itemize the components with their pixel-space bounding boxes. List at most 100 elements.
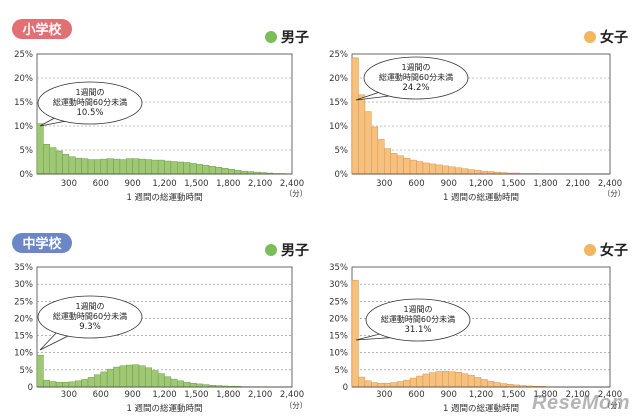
bar: [177, 161, 184, 175]
bar: [87, 377, 95, 388]
bar: [132, 158, 140, 175]
bar: [157, 159, 165, 175]
bar: [442, 165, 449, 175]
bar: [94, 374, 101, 388]
legend-label: 女子: [600, 29, 628, 46]
bar: [221, 167, 229, 175]
x-tick-label: 2,100: [566, 390, 590, 400]
callout-line-2: 総運動時間60分未満: [53, 97, 127, 107]
bar: [364, 111, 372, 175]
x-axis-title: 1 週間の総運動時間: [126, 192, 202, 203]
x-tick-label: 1,200: [469, 179, 493, 189]
bar: [234, 169, 242, 175]
bar: [416, 161, 424, 175]
bar: [113, 366, 121, 388]
bar: [390, 382, 398, 388]
bar: [202, 165, 210, 175]
bar: [43, 143, 50, 175]
bar: [68, 156, 76, 175]
bar: [132, 364, 140, 388]
bar: [215, 167, 223, 175]
y-tick-label: 5%: [335, 146, 349, 156]
bar: [119, 159, 127, 175]
bar: [384, 148, 391, 175]
bar: [396, 155, 404, 175]
bar: [138, 158, 146, 175]
bar: [87, 159, 95, 175]
section-badge-bg: [12, 233, 72, 253]
bar: [384, 382, 391, 388]
bar: [371, 126, 379, 175]
bar: [55, 381, 63, 388]
x-tick-label: 1,200: [152, 390, 176, 400]
bar: [164, 160, 172, 175]
bar: [36, 123, 44, 175]
y-tick-label: 0%: [335, 170, 349, 180]
bar: [377, 139, 385, 175]
bar: [36, 354, 44, 388]
x-tick-label: 600: [408, 390, 424, 400]
callout-line-2: 総運動時間60分未満: [381, 314, 455, 324]
callout-value: 10.5%: [76, 108, 103, 118]
bar: [43, 379, 50, 388]
bar: [55, 150, 63, 175]
bar: [461, 168, 469, 175]
bar: [170, 378, 178, 388]
callout-line-1: 1週間の: [403, 305, 432, 314]
x-tick-label: 1,800: [533, 390, 557, 400]
x-tick-label: 300: [376, 390, 392, 400]
legend-label: 男子: [281, 243, 309, 259]
bar: [183, 381, 191, 388]
y-tick-label: 25%: [329, 297, 348, 307]
x-axis-title: 1 週間の総運動時間: [126, 403, 202, 414]
bar: [189, 382, 197, 388]
bar: [62, 154, 70, 175]
bar: [113, 158, 121, 175]
callout-line-2: 総運動時間60分未満: [379, 72, 453, 82]
bar: [448, 371, 456, 388]
y-tick-label: 30%: [14, 280, 33, 290]
watermark-logo: ReseMom: [532, 392, 630, 414]
callout-value: 31.1%: [404, 325, 431, 335]
bar: [493, 382, 501, 388]
bar: [454, 167, 462, 175]
x-unit-label: （分）: [285, 189, 308, 198]
y-tick-label: 5%: [20, 366, 34, 376]
chart-panel-3: 男子 0 5% 10% 15% 20% 25% 30% 35% 300 600 900 1,200 1,5…: [14, 243, 309, 414]
y-tick-label: 20%: [14, 74, 33, 84]
bar: [409, 377, 417, 388]
y-tick-label: 5%: [335, 366, 349, 376]
bar: [81, 379, 89, 388]
y-tick-label: 5%: [20, 146, 34, 156]
y-tick-label: 10%: [14, 349, 33, 359]
x-tick-label: 900: [125, 390, 141, 400]
x-unit-label: （分）: [285, 401, 308, 410]
bar: [94, 159, 101, 175]
bar: [422, 373, 430, 388]
y-tick-label: 10%: [329, 349, 348, 359]
x-tick-label: 1,500: [184, 179, 208, 189]
bar: [500, 383, 508, 388]
section-badge-label: 中学校: [22, 236, 62, 252]
bar: [448, 166, 456, 175]
y-tick-label: 25%: [14, 50, 33, 60]
bar: [371, 382, 379, 388]
girls-legend-dot: [584, 31, 596, 43]
callout-value: 24.2%: [402, 83, 429, 93]
bar: [196, 164, 203, 175]
x-axis-title: 1 週間の総運動時間: [443, 192, 519, 203]
y-tick-label: 35%: [14, 263, 33, 273]
section-badge-elementary: 小学校: [12, 19, 72, 39]
y-tick-label: 15%: [329, 98, 348, 108]
y-tick-label: 10%: [329, 122, 348, 132]
x-tick-label: 300: [61, 179, 77, 189]
x-tick-label: 1,200: [152, 179, 176, 189]
x-tick-label: 600: [93, 390, 109, 400]
x-tick-label: 2,100: [248, 179, 272, 189]
x-tick-label: 2,400: [598, 390, 622, 400]
bar: [358, 376, 366, 388]
bar: [119, 365, 127, 388]
